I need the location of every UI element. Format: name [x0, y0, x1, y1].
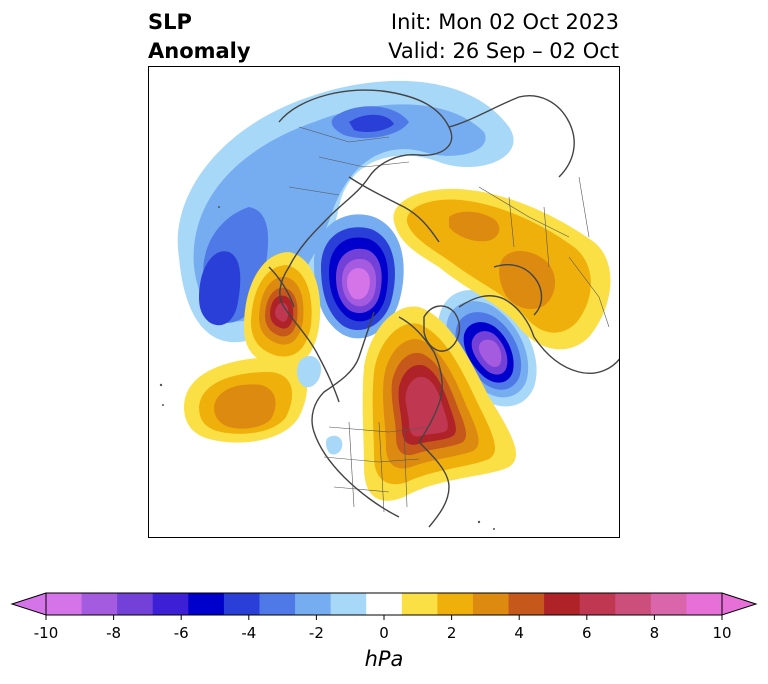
colorbar-tick-label: -2	[308, 624, 324, 642]
borders	[288, 126, 610, 513]
valid-range: Valid: 26 Sep – 02 Oct	[388, 39, 619, 63]
colorbar-extend-right	[721, 592, 758, 616]
colorbar-tick-label: 6	[582, 624, 592, 642]
colorbar-tick-label: 0	[379, 624, 389, 642]
colorbar-tick-label: 4	[514, 624, 524, 642]
neg-anomaly-pole	[314, 214, 404, 339]
colorbar-bin	[472, 593, 510, 615]
colorbar-bin	[579, 593, 616, 615]
colorbar-bin	[544, 593, 581, 615]
colorbar-bin	[437, 593, 474, 615]
chart-title: SLP Anomaly	[148, 8, 251, 66]
colorbar-bin	[330, 593, 367, 615]
colorbar-bin	[615, 593, 652, 615]
colorbar	[10, 592, 758, 620]
colorbar-bin	[366, 593, 403, 615]
colorbar-bin	[188, 593, 225, 615]
pos-anomaly-okhotsk	[244, 252, 321, 368]
colorbar-bin	[117, 593, 154, 615]
init-date: Init: Mon 02 Oct 2023	[390, 10, 619, 34]
colorbar-bin	[152, 593, 189, 615]
colorbar-unit: hPa	[364, 647, 404, 671]
colorbar-tick-label: -8	[106, 624, 122, 642]
title-line-2: Anomaly	[148, 39, 251, 63]
colorbar-tick-label: -4	[241, 624, 257, 642]
islands	[159, 206, 495, 530]
colorbar-ticks	[45, 615, 723, 620]
coastlines	[268, 89, 619, 528]
map-svg	[159, 80, 619, 530]
neg-anomaly-small	[297, 355, 343, 455]
colorbar-bin	[650, 593, 687, 615]
colorbar-tick-label: 8	[649, 624, 660, 642]
colorbar-tick-label: 2	[446, 624, 457, 642]
colorbar-tick-label: -6	[173, 624, 189, 642]
colorbar-bin	[508, 593, 545, 615]
colorbar-bin	[46, 593, 83, 615]
colorbar-extend-left	[10, 592, 47, 616]
map-panel	[148, 66, 620, 538]
colorbar-bin	[295, 593, 332, 615]
colorbar-tick-label: -10	[33, 624, 59, 642]
title-line-1: SLP	[148, 10, 192, 34]
pos-anomaly-pacific	[184, 357, 308, 443]
colorbar-bins	[46, 593, 723, 615]
colorbar-bin	[401, 593, 438, 615]
colorbar-bin	[259, 593, 296, 615]
date-info: Init: Mon 02 Oct 2023 Valid: 26 Sep – 02…	[388, 8, 619, 66]
colorbar-bin	[686, 593, 723, 615]
colorbar-bin	[223, 593, 260, 615]
colorbar-tick-label: 10	[712, 624, 732, 642]
colorbar-bin	[81, 593, 118, 615]
